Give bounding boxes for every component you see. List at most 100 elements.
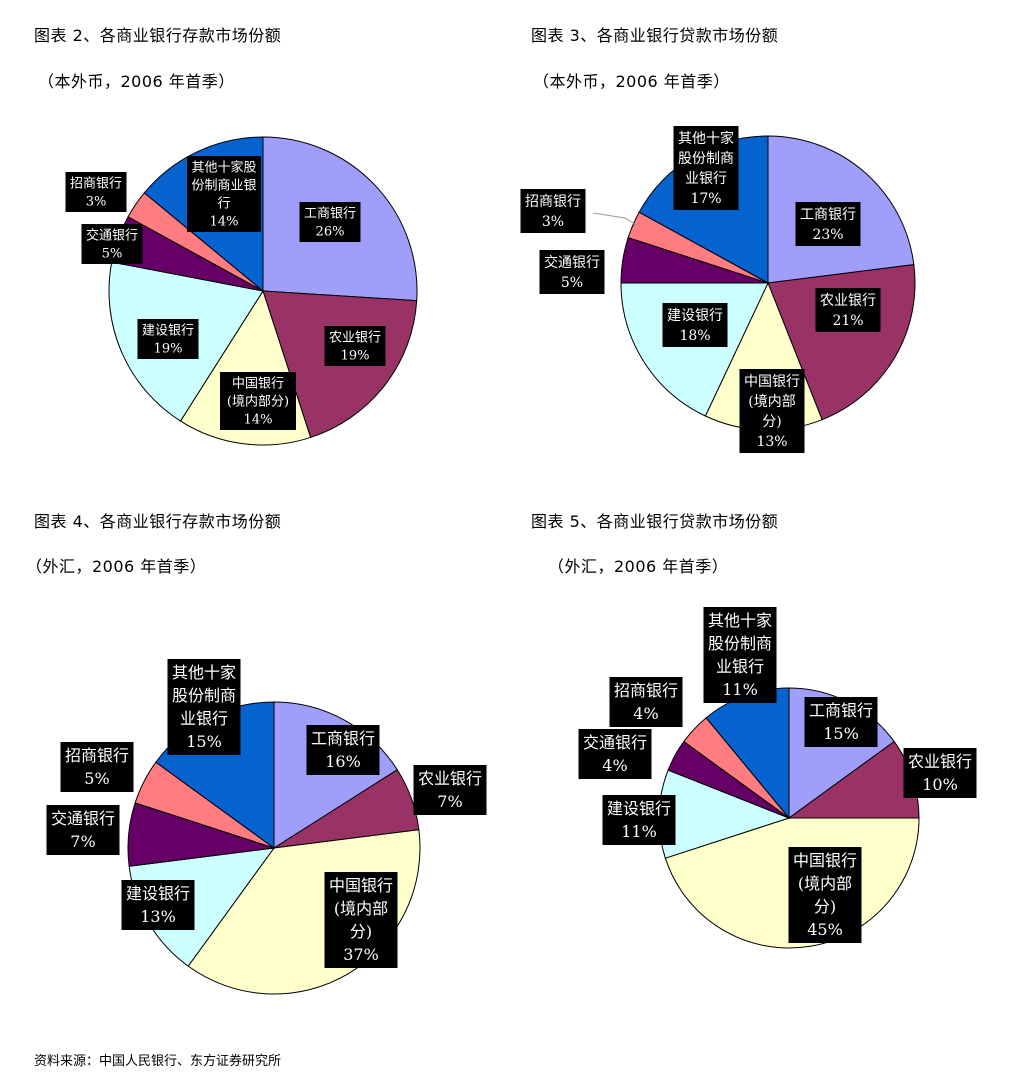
data-label-abc: 农业银行 21% xyxy=(815,288,881,332)
pie-chart-1: 工商银行 26% 农业银行 19% 中国银行 (境内部分) 14% 建设银行 19% 交通银行 5%… xyxy=(65,136,418,446)
data-label-text: 中国银行 xyxy=(744,374,800,390)
data-label-text: 11% xyxy=(722,680,758,699)
data-label-text: 中国银行 xyxy=(329,876,393,895)
data-label-text: 分) xyxy=(814,897,836,916)
data-label-icbc: 工商银行 16% xyxy=(306,725,380,775)
data-label-text: 业银行 xyxy=(685,171,727,187)
data-label-text: 5% xyxy=(561,275,583,291)
chart-2-title: 图表 3、各商业银行贷款市场份额 xyxy=(531,26,779,45)
data-label-text: 工商银行 xyxy=(311,729,375,748)
data-label-text: 行 xyxy=(217,196,230,211)
data-label-text: (境内部 xyxy=(334,899,388,918)
data-label-text: 工商银行 xyxy=(800,207,856,223)
data-label-text: 业银行 xyxy=(716,657,764,676)
data-label-text: 4% xyxy=(633,704,658,723)
data-label-box xyxy=(578,729,652,779)
data-label-box xyxy=(220,372,296,430)
data-label-text: 工商银行 xyxy=(304,206,356,221)
data-label-abc: 农业银行 19% xyxy=(324,326,386,366)
data-label-text: 4% xyxy=(602,756,627,775)
data-label-ccb: 建设银行 13% xyxy=(121,880,195,930)
data-label-text: 13% xyxy=(756,434,787,450)
data-label-text: 11% xyxy=(621,822,657,841)
data-label-box xyxy=(788,847,862,943)
data-label-box xyxy=(413,765,487,815)
data-label-text: 建设银行 xyxy=(142,323,194,338)
data-label-text: 股份制商 xyxy=(708,634,772,653)
data-label-box xyxy=(167,659,241,755)
data-label-text: 16% xyxy=(325,752,361,771)
data-label-text: 农业银行 xyxy=(820,293,876,309)
data-label-text: 5% xyxy=(84,769,109,788)
data-label-cmb: 招商银行 4% xyxy=(609,677,683,727)
data-label-box xyxy=(602,795,676,845)
data-label-text: 农业银行 xyxy=(418,769,482,788)
data-label-text: 交通银行 xyxy=(86,227,138,243)
data-label-text: 中国银行 xyxy=(232,376,284,391)
pie-chart-2: 工商银行 23% 农业银行 21% 中国银行 (境内部分) 13% 建设银行 18% 交通银行 5%… xyxy=(520,126,916,453)
data-label-boc: 中国银行 (境内部分) 13% xyxy=(739,369,805,453)
data-label-text: 10% xyxy=(922,775,958,794)
data-label-icbc: 工商银行 15% xyxy=(804,697,878,747)
data-label-text: 分) xyxy=(350,922,372,941)
data-label-box xyxy=(324,872,398,968)
data-label-text: 交通银行 xyxy=(51,809,115,828)
data-label-text: 13% xyxy=(140,907,176,926)
data-label-box xyxy=(306,725,380,775)
data-label-text: 3% xyxy=(86,194,107,209)
data-label-text: 交通银行 xyxy=(583,733,647,752)
data-label-text: 建设银行 xyxy=(667,308,723,324)
data-label-box xyxy=(903,748,977,798)
data-label-text: 工商银行 xyxy=(809,701,873,720)
data-label-abc: 农业银行 10% xyxy=(903,748,977,798)
data-label-ccb: 建设银行 18% xyxy=(662,303,728,347)
data-label-text: 21% xyxy=(832,313,863,329)
data-label-text: 其他十家 xyxy=(708,611,772,630)
data-label-box xyxy=(137,319,199,359)
data-label-box xyxy=(609,677,683,727)
pie-chart-3: 工商银行 16% 农业银行 7% 中国银行 (境内部分) 37% 建设银行 13% 交通银行 7% 招… xyxy=(46,659,487,995)
data-label-text: 业银行 xyxy=(180,709,228,728)
data-label-text: 3% xyxy=(542,214,564,230)
data-label-text: (境内部 xyxy=(798,874,852,893)
data-label-bocom: 交通银行 4% xyxy=(578,729,652,779)
data-label-box xyxy=(520,189,586,233)
data-label-text: 7% xyxy=(70,832,95,851)
data-label-text: 交通银行 xyxy=(544,254,600,271)
data-label-text: 26% xyxy=(316,224,345,239)
data-label-ccb: 建设银行 19% xyxy=(137,319,199,359)
data-label-text: 19% xyxy=(341,348,370,363)
data-label-cmb: 招商银行 3% xyxy=(520,189,586,233)
data-label-text: 其他十家股 xyxy=(191,159,256,175)
chart-3-title: 图表 4、各商业银行存款市场份额 xyxy=(34,512,282,531)
data-label-box xyxy=(795,202,861,246)
data-label-text: 分) xyxy=(762,414,781,430)
data-label-text: 15% xyxy=(823,724,859,743)
data-label-text: 45% xyxy=(807,920,843,939)
data-label-boc: 中国银行 (境内部分) 45% xyxy=(788,847,862,943)
data-label-box xyxy=(539,250,605,294)
data-label-icbc: 工商银行 26% xyxy=(299,202,361,242)
pie-slice-ccb xyxy=(620,282,769,417)
data-label-text: 招商银行 xyxy=(614,681,678,700)
data-label-text: 中国银行 xyxy=(793,851,857,870)
chart-4-subtitle: （外汇，2006 年首季） xyxy=(548,557,729,576)
data-label-cmb: 招商银行 5% xyxy=(60,742,134,792)
data-label-box xyxy=(739,369,805,453)
data-label-bocom: 交通银行 7% xyxy=(46,805,120,855)
data-label-text: (境内部 xyxy=(748,394,795,410)
data-label-text: 农业银行 xyxy=(329,330,381,345)
data-label-box xyxy=(703,607,777,703)
data-label-text: 14% xyxy=(244,412,273,427)
data-label-bocom: 交通银行 5% xyxy=(81,224,143,264)
data-label-box xyxy=(121,880,195,930)
pie-chart-4: 工商银行 15% 农业银行 10% 中国银行 (境内部分) 45% 建设银行 11% 交通银行 4%… xyxy=(578,607,977,949)
data-label-text: 招商银行 xyxy=(525,194,581,210)
data-label-text: 建设银行 xyxy=(126,884,190,903)
data-label-box xyxy=(81,224,143,264)
data-label-box xyxy=(804,697,878,747)
data-label-text: (境内部分) xyxy=(227,393,289,409)
data-label-text: 18% xyxy=(679,328,710,344)
